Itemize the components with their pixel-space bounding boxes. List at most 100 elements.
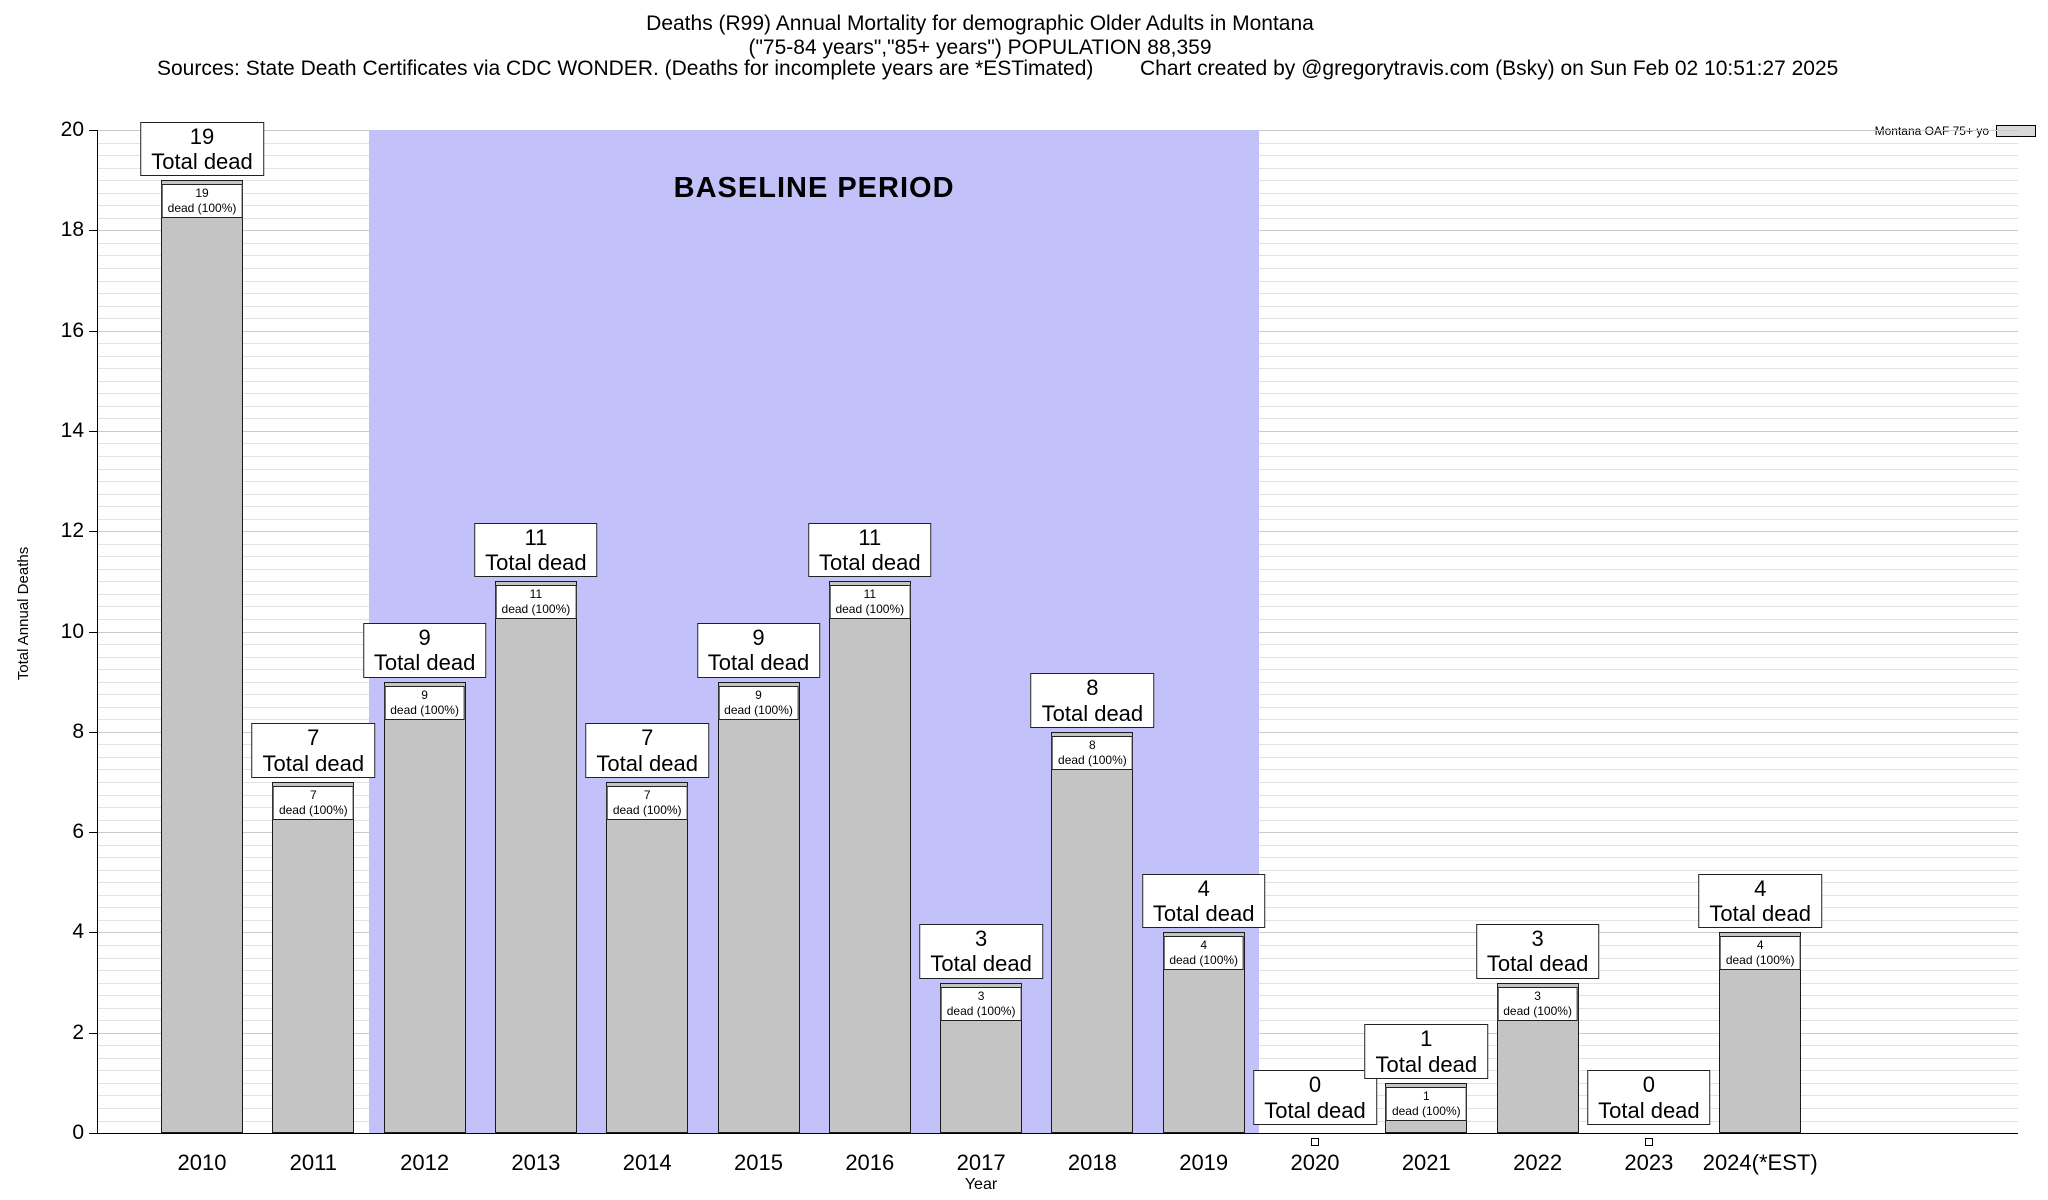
x-tick-label: 2014 bbox=[622, 1150, 672, 1175]
legend-label: Montana OAF 75+ yo bbox=[1874, 124, 1989, 138]
bar-pct-value: 4 bbox=[1756, 938, 1764, 953]
bar-total-value: 9 bbox=[418, 625, 431, 651]
bar-pct-value: 1 bbox=[1422, 1088, 1430, 1103]
bar-pct-text: dead (100%) bbox=[278, 803, 348, 817]
y-tick-label: 4 bbox=[72, 920, 84, 944]
y-tick-label: 12 bbox=[60, 519, 84, 543]
x-tick-label: 2018 bbox=[1067, 1150, 1117, 1175]
y-tick-label: 2 bbox=[72, 1020, 84, 1044]
x-tick-label: 2015 bbox=[734, 1150, 783, 1175]
bar-pct-label-box: 9 dead (100%) bbox=[718, 685, 799, 720]
bar-pct-text: dead (100%) bbox=[835, 602, 905, 617]
bar-pct-text: dead (100%) bbox=[1058, 752, 1127, 767]
y-tick-label: 18 bbox=[60, 218, 84, 242]
bar-total-label-box: 7 Total dead bbox=[251, 723, 376, 778]
bar bbox=[717, 681, 800, 1133]
bar-total-text: Total dead bbox=[1375, 1051, 1478, 1077]
bar bbox=[161, 180, 243, 1133]
bar-total-label-box: 4 Total dead bbox=[1698, 873, 1822, 929]
bar bbox=[606, 782, 689, 1133]
sources-note: Sources: State Death Certificates via CD… bbox=[157, 57, 1094, 80]
bar-total-text: Total dead bbox=[1598, 1097, 1700, 1123]
bar-pct-label-box: 7 dead (100%) bbox=[272, 786, 354, 820]
y-tick bbox=[89, 832, 97, 834]
bar-total-label-box: 9 Total dead bbox=[696, 623, 821, 678]
bar-total-value: 7 bbox=[307, 725, 320, 751]
baseline-period-label: BASELINE PERIOD bbox=[673, 172, 955, 204]
bar-total-text: Total dead bbox=[1041, 700, 1144, 726]
bar-total-text: Total dead bbox=[485, 550, 587, 576]
bar-total-value: 4 bbox=[1197, 875, 1210, 901]
y-tick bbox=[89, 430, 97, 432]
bar-pct-label-box: 19 dead (100%) bbox=[161, 184, 243, 219]
bar-total-label-box: 19 Total dead bbox=[140, 121, 264, 177]
chart-title-line1: Deaths (R99) Annual Mortality for demogr… bbox=[646, 12, 1314, 35]
bar-pct-label-box: 3 dead (100%) bbox=[1497, 986, 1578, 1021]
bar bbox=[383, 681, 466, 1133]
x-tick-label: 2022 bbox=[1513, 1150, 1563, 1175]
y-tick-label: 8 bbox=[72, 719, 84, 743]
legend-swatch bbox=[1996, 125, 2036, 137]
bar-total-value: 7 bbox=[641, 725, 654, 751]
bar-total-value: 0 bbox=[1308, 1072, 1322, 1098]
bar-pct-value: 11 bbox=[863, 587, 877, 602]
x-axis-title: Year bbox=[964, 1176, 998, 1193]
bar-total-value: 8 bbox=[1086, 675, 1099, 701]
bar-pct-text: dead (100%) bbox=[1391, 1103, 1461, 1118]
bar-total-text: Total dead bbox=[819, 550, 921, 576]
bar-total-text: Total dead bbox=[1264, 1097, 1366, 1123]
bar-total-value: 3 bbox=[974, 925, 988, 951]
bar-total-text: Total dead bbox=[707, 650, 810, 676]
bar-total-value: 9 bbox=[752, 625, 765, 651]
x-tick-label: 2013 bbox=[511, 1150, 561, 1175]
bar-pct-label-box: 7 dead (100%) bbox=[606, 786, 688, 820]
bar-pct-value: 7 bbox=[309, 788, 317, 802]
bar-total-text: Total dead bbox=[596, 750, 698, 776]
bar-pct-label-box: 11 dead (100%) bbox=[495, 585, 577, 620]
bar-total-text: Total dead bbox=[930, 951, 1032, 977]
y-tick bbox=[89, 631, 97, 633]
bar-pct-label-box: 8 dead (100%) bbox=[1052, 735, 1133, 770]
bar-pct-value: 7 bbox=[643, 788, 651, 802]
y-tick bbox=[89, 130, 97, 131]
bar-total-text: Total dead bbox=[151, 148, 253, 174]
bar-total-text: Total dead bbox=[1486, 951, 1589, 977]
bar-total-label-box: 0 Total dead bbox=[1587, 1070, 1711, 1125]
bar-total-text: Total dead bbox=[1152, 901, 1255, 927]
bar-pct-text: dead (100%) bbox=[167, 201, 237, 216]
chart-title-line2: ("75-84 years","85+ years") POPULATION 8… bbox=[748, 36, 1212, 59]
bar-total-label-box: 11 Total dead bbox=[808, 522, 932, 578]
y-tick bbox=[89, 230, 97, 232]
bar-total-label-box: 0 Total dead bbox=[1253, 1070, 1377, 1125]
y-tick-label: 20 bbox=[60, 118, 84, 141]
x-tick-label: 2020 bbox=[1290, 1150, 1340, 1175]
bar-pct-text: dead (100%) bbox=[1503, 1003, 1572, 1018]
bar-pct-value: 4 bbox=[1200, 938, 1208, 953]
x-tick-label: 2023 bbox=[1624, 1150, 1674, 1175]
bar-pct-label-box: 11 dead (100%) bbox=[829, 585, 911, 620]
bar-total-label-box: 11 Total dead bbox=[474, 522, 598, 578]
bar-pct-value: 9 bbox=[421, 687, 428, 702]
y-tick bbox=[89, 1032, 97, 1034]
bar-pct-label-box: 4 dead (100%) bbox=[1719, 936, 1801, 971]
bar-pct-value: 19 bbox=[195, 186, 209, 201]
y-tick-label: 16 bbox=[60, 318, 84, 342]
bar-total-label-box: 8 Total dead bbox=[1030, 673, 1155, 728]
bar-total-value: 4 bbox=[1754, 875, 1767, 901]
x-axis-line bbox=[97, 1133, 2018, 1134]
bar-total-value: 11 bbox=[858, 524, 882, 550]
bar-pct-text: dead (100%) bbox=[724, 702, 793, 717]
y-axis-line bbox=[97, 130, 98, 1134]
y-tick bbox=[89, 1133, 97, 1134]
y-tick bbox=[89, 932, 97, 934]
y-tick-label: 10 bbox=[60, 619, 84, 643]
bar-total-value: 0 bbox=[1642, 1072, 1656, 1098]
bar-pct-text: dead (100%) bbox=[1725, 953, 1795, 968]
bar-pct-value: 8 bbox=[1089, 737, 1096, 752]
bar-total-value: 19 bbox=[189, 123, 215, 149]
x-tick-label: 2012 bbox=[400, 1150, 450, 1175]
y-tick-label: 0 bbox=[72, 1121, 84, 1144]
bar-pct-label-box: 3 dead (100%) bbox=[940, 986, 1022, 1021]
bar-pct-text: dead (100%) bbox=[390, 702, 459, 717]
